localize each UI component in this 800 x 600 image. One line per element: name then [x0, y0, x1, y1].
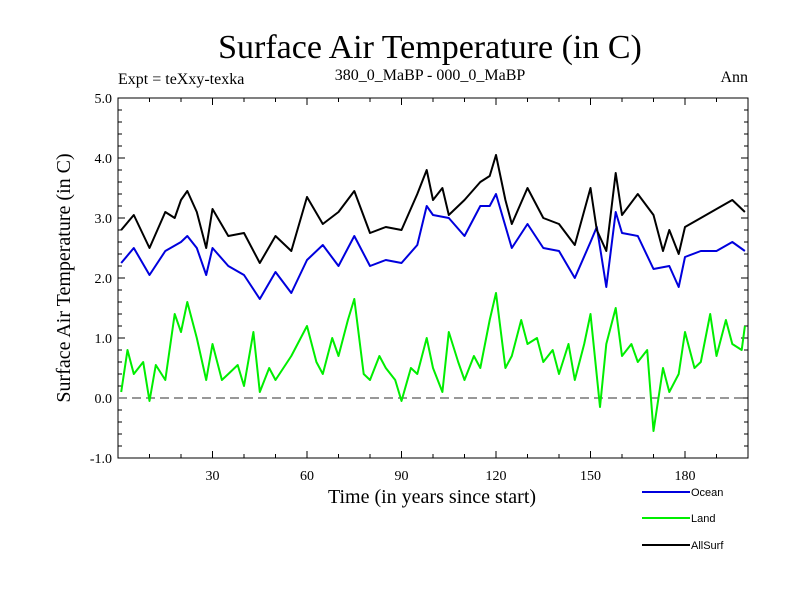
x-tick-label: 60	[300, 469, 314, 484]
legend-label-ocean: Ocean	[691, 487, 723, 499]
legend-label-allsurf: AllSurf	[691, 540, 724, 552]
y-axis-label: Surface Air Temperature (in C)	[53, 153, 75, 402]
series-line-land	[120, 292, 746, 432]
subtitle-experiment: Expt = teXxy-texka	[118, 71, 244, 88]
series-line-ocean	[120, 193, 746, 300]
y-tick-label: 3.0	[95, 212, 113, 227]
legend: Ocean Land AllSurf	[642, 487, 724, 552]
series-line-allsurf	[120, 154, 746, 264]
x-tick-label: 180	[675, 469, 696, 484]
x-axis-label: Time (in years since start)	[328, 486, 536, 508]
y-tick-label: 2.0	[95, 272, 113, 287]
x-tick-label: 90	[395, 469, 409, 484]
legend-label-land: Land	[691, 513, 715, 525]
y-tick-label: 4.0	[95, 152, 113, 167]
subtitle-period: 380_0_MaBP - 000_0_MaBP	[335, 67, 526, 84]
y-tick-label: -1.0	[90, 452, 112, 467]
plot-area-frame	[117, 97, 749, 459]
chart-title: Surface Air Temperature (in C)	[218, 29, 642, 66]
x-tick-label: 30	[206, 469, 220, 484]
y-tick-label: 1.0	[95, 332, 113, 347]
y-tick-label: 0.0	[95, 392, 113, 407]
subtitle-season: Ann	[720, 69, 748, 86]
x-tick-label: 120	[486, 469, 507, 484]
series-layer	[118, 154, 748, 432]
axis-ticks: -1.0 0.0 1.0 2.0 3.0 4.0 5.0 30 60 90 120 150 180	[90, 92, 748, 484]
y-tick-label: 5.0	[95, 92, 113, 107]
x-tick-label: 150	[580, 469, 601, 484]
